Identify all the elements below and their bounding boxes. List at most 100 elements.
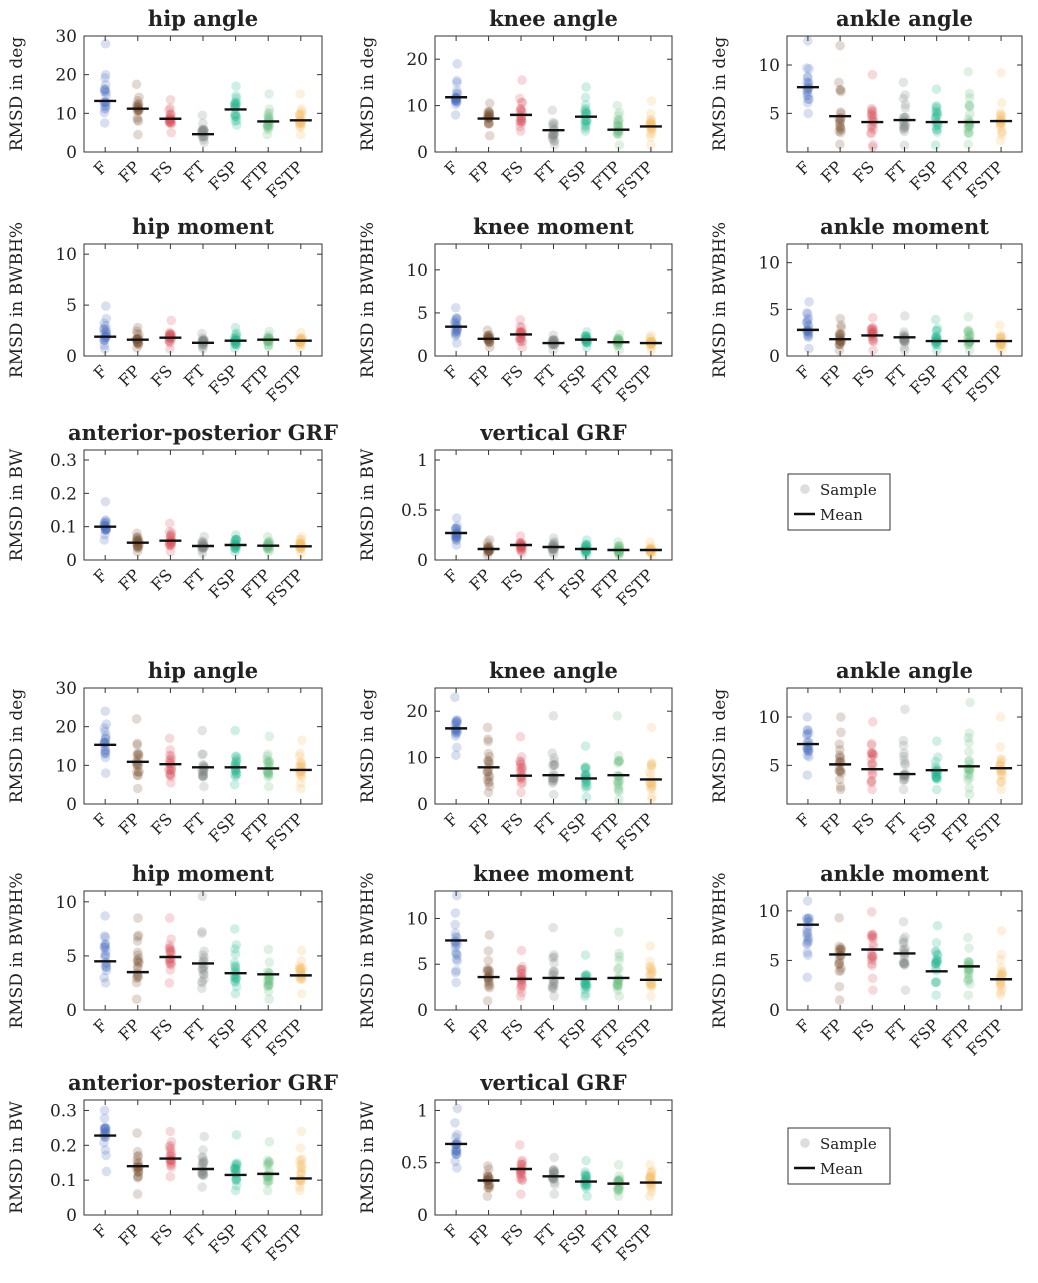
plot-frame (83, 35, 323, 153)
sample-point (898, 916, 909, 927)
sample-point (866, 747, 877, 758)
sample-point (836, 322, 847, 333)
sample-point (101, 100, 112, 111)
sample-point (645, 109, 656, 119)
sample-point (166, 960, 176, 970)
sample-point (868, 140, 878, 150)
sample-point (612, 978, 622, 989)
sample-point (230, 109, 240, 120)
sample-point (614, 541, 625, 551)
sample-point (802, 315, 813, 325)
sample-point (231, 1130, 242, 1140)
sample-point (99, 1123, 110, 1134)
sample-point (931, 331, 942, 342)
sample-point (230, 961, 241, 972)
sample-point (134, 766, 144, 777)
sample-point (964, 773, 975, 783)
sample-point (198, 772, 208, 782)
sample-point (164, 337, 175, 347)
sample-point (996, 776, 1006, 787)
sample-point (516, 945, 527, 956)
y-tick-label: 0 (769, 347, 780, 367)
x-tick-label: FSP (906, 1015, 943, 1052)
sample-point (645, 980, 656, 991)
sample-point (484, 980, 495, 990)
sample-point (451, 717, 462, 728)
sample-point (132, 740, 142, 750)
sample-point (834, 339, 844, 350)
sample-point (483, 1182, 493, 1193)
sample-point (484, 966, 494, 976)
sample-point (547, 748, 558, 758)
sample-point (866, 759, 877, 769)
sample-point (867, 322, 878, 333)
plot-frame (786, 35, 1023, 153)
sample-point (549, 129, 560, 139)
sample-point (866, 748, 877, 758)
sample-point (517, 1157, 527, 1167)
sample-point (295, 757, 306, 768)
sample-point (132, 956, 142, 966)
sample-point (133, 749, 143, 760)
y-tick-label: 0.5 (401, 501, 428, 521)
sample-point (899, 959, 909, 969)
sample-point (580, 979, 590, 990)
sample-point (644, 1173, 655, 1184)
x-tick-label: FP (465, 361, 494, 390)
x-tick-label: F (441, 361, 462, 382)
sample-point (133, 913, 143, 923)
y-axis-label: RMSD in deg (7, 37, 27, 152)
sample-point (165, 745, 175, 755)
sample-point (295, 122, 305, 133)
x-tick-label: FSTP (613, 1015, 657, 1059)
sample-point (484, 776, 494, 787)
sample-point (99, 535, 110, 545)
sample-point (482, 996, 493, 1006)
sample-point (964, 100, 974, 110)
sample-point (645, 1173, 655, 1184)
sample-point (166, 934, 176, 944)
sample-point (614, 775, 625, 786)
sample-point (515, 126, 526, 136)
sample-point (231, 758, 241, 769)
sample-point (581, 539, 592, 550)
sample-point (547, 778, 558, 788)
sample-point (997, 770, 1007, 780)
sample-point (515, 118, 526, 128)
sample-point (549, 1164, 559, 1175)
sample-point (100, 515, 111, 525)
sample-point (515, 544, 526, 555)
sample-point (932, 774, 942, 784)
sample-point (452, 1163, 462, 1173)
sample-point (517, 763, 527, 773)
sample-point (802, 914, 813, 924)
sample-point (133, 1171, 143, 1182)
sample-point (100, 745, 111, 756)
sample-point (263, 772, 273, 782)
sample-point (101, 103, 111, 113)
x-tick-label: FP (115, 361, 144, 390)
sample-point (198, 125, 209, 135)
sample-point (963, 325, 974, 335)
sample-point (963, 66, 974, 77)
sample-point (232, 115, 242, 126)
sample-point (581, 1175, 592, 1185)
sample-point (263, 1158, 273, 1169)
sample-point (581, 121, 591, 131)
sample-point (132, 542, 143, 553)
sample-point (451, 338, 462, 348)
sample-point (451, 947, 461, 958)
sample-point (133, 1171, 143, 1182)
sample-point (230, 944, 240, 954)
sample-point (297, 106, 307, 117)
sample-point (294, 769, 305, 780)
sample-point (930, 112, 941, 123)
y-tick-label: 5 (417, 304, 428, 324)
sample-point (647, 550, 657, 560)
sample-point (262, 1155, 273, 1166)
plot-frame (434, 243, 673, 357)
sample-point (835, 944, 846, 954)
sample-point (645, 115, 656, 125)
sample-point (613, 1191, 624, 1201)
